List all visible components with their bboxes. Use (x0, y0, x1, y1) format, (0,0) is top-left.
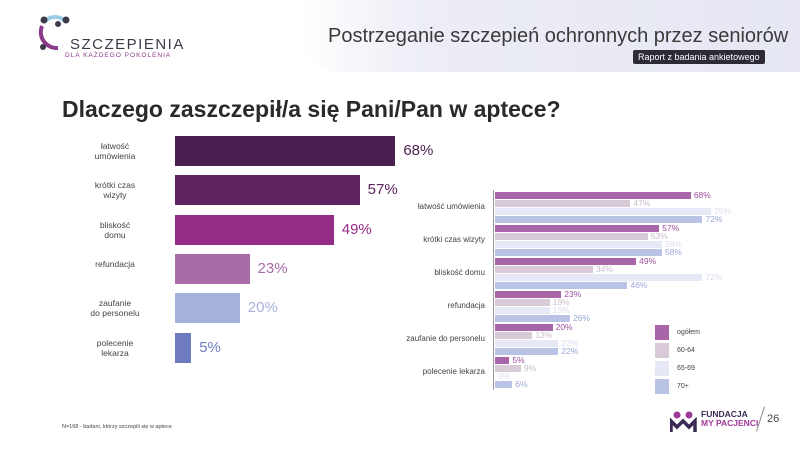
value-label: 68% (403, 142, 434, 159)
bar (495, 340, 559, 347)
foundation-name-line2: MY PACJENCI (701, 418, 759, 428)
bar (495, 249, 663, 256)
value-label: 23% (564, 289, 582, 299)
bar (495, 200, 631, 207)
category-label: zaufanie do personelu (406, 334, 485, 343)
report-badge: Raport z badania ankietowego (633, 50, 765, 64)
value-label: 47% (633, 198, 651, 208)
category-label: krótki czas wizyty (94, 180, 136, 200)
chart-axis (493, 190, 494, 390)
value-label: 22% (561, 346, 579, 356)
bar (495, 299, 550, 306)
value-label: 20% (247, 299, 278, 316)
category-label: polecenie lekarza (96, 338, 134, 358)
value-label: 68% (693, 190, 711, 200)
legend-label: 60-64 (677, 347, 695, 354)
value-label: 75% (714, 206, 732, 216)
category-label: bliskość domu (99, 220, 131, 240)
logo-subtitle: DLA KAŻDEGO POKOLENIA (65, 52, 172, 59)
value-label: 34% (595, 264, 613, 274)
value-label: 57% (367, 181, 398, 198)
bar (495, 332, 533, 339)
value-label: 49% (341, 221, 372, 238)
bar (175, 175, 360, 205)
bar (495, 225, 660, 232)
value-label: 72% (705, 272, 723, 282)
category-label: zaufanie do personelu (90, 298, 140, 318)
legend-swatch (655, 379, 669, 394)
bar (495, 192, 691, 199)
legend-label: ogółem (677, 329, 700, 336)
bar (495, 266, 593, 273)
legend-swatch (655, 343, 669, 358)
value-label: 5% (512, 355, 525, 365)
value-label: 5% (199, 339, 221, 356)
category-label: łatwość umówienia (417, 202, 485, 211)
presentation-title: Postrzeganie szczepień ochronnych przez … (328, 25, 789, 47)
bar (495, 324, 553, 331)
bar (175, 215, 334, 245)
category-label: polecenie lekarza (422, 367, 485, 376)
bar (495, 233, 648, 240)
value-label: 53% (650, 231, 668, 241)
value-label: 6% (515, 379, 528, 389)
bar (175, 293, 240, 323)
legend-label: 65-69 (677, 365, 695, 372)
bar (175, 254, 250, 284)
legend-swatch (655, 325, 669, 340)
category-label: refundacja (447, 301, 485, 310)
page-number: 26 (767, 413, 780, 425)
bar (495, 307, 550, 314)
value-label: 46% (630, 280, 648, 290)
category-label: łatwość umówienia (94, 141, 136, 161)
value-label: 19% (552, 297, 570, 307)
bar (495, 216, 703, 223)
logo-title: SZCZEPIENIA (70, 36, 185, 53)
legend-label: 70+ (677, 383, 689, 390)
category-label: bliskość domu (434, 268, 485, 277)
value-label: 49% (639, 256, 657, 266)
bar (495, 365, 521, 372)
legend-swatch (655, 361, 669, 376)
value-label: 9% (523, 363, 537, 373)
bar (495, 315, 570, 322)
value-label: 13% (535, 330, 553, 340)
footnote: N=168 - badani, którzy szczepili się w a… (62, 424, 172, 430)
value-label: 58% (665, 239, 683, 249)
category-label: krótki czas wizyty (423, 235, 485, 244)
value-label: 0% (498, 371, 511, 381)
foundation-name: FUNDACJA MY PACJENCI (701, 410, 758, 428)
value-label: 22% (561, 338, 579, 348)
question-heading: Dlaczego zaszczepił/a się Pani/Pan w apt… (62, 96, 561, 122)
bar (175, 333, 192, 363)
vaccination-logo-icon (38, 15, 70, 50)
bar (495, 274, 703, 281)
bar (495, 381, 513, 388)
bar (495, 348, 559, 355)
bar (495, 357, 510, 364)
bar (495, 291, 562, 298)
bar (495, 241, 663, 248)
bar (495, 208, 711, 215)
value-label: 58% (665, 247, 683, 257)
bar (495, 282, 628, 289)
bar (495, 258, 637, 265)
value-label: 19% (552, 305, 570, 315)
foundation-name-line1: FUNDACJA (701, 409, 748, 419)
value-label: 72% (705, 214, 723, 224)
value-label: 23% (257, 260, 288, 277)
bar (175, 136, 396, 166)
value-label: 20% (555, 322, 573, 332)
foundation-logo-icon (670, 411, 697, 432)
category-label: refundacja (95, 259, 135, 269)
value-label: 57% (662, 223, 680, 233)
value-label: 26% (572, 313, 590, 323)
